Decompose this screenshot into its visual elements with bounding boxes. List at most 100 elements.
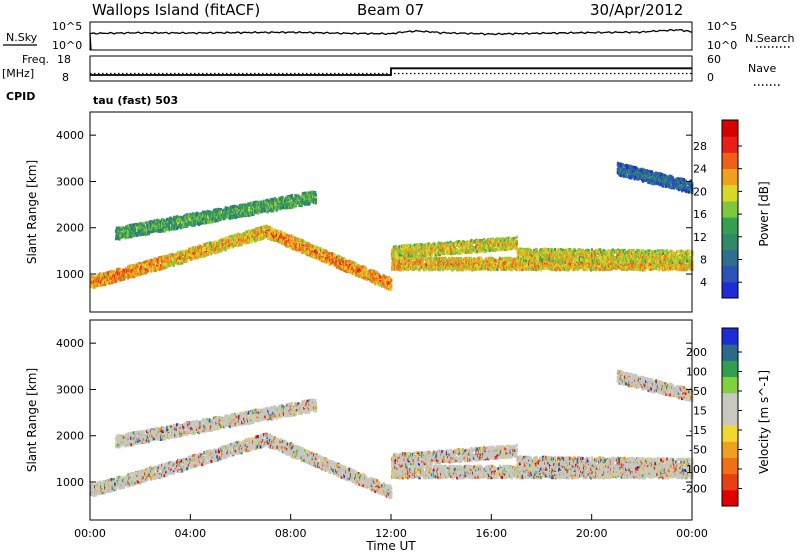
power-cell [421,260,424,264]
power-cell [404,244,407,248]
power-cell [509,237,512,241]
power-cell [508,245,512,249]
power-cell [95,284,98,287]
power-cell [468,245,471,249]
power-cell [246,207,249,210]
power-cell [281,235,284,239]
power-cell [495,241,498,245]
power-cell [260,209,263,213]
power-cell [457,240,461,243]
power-cell [289,196,292,200]
power-cell [142,262,145,266]
power-cell [440,256,443,260]
power-cell [152,262,155,266]
power-cell [314,198,318,202]
power-cell [136,272,139,276]
power-cell [228,235,231,239]
power-cell [279,230,282,234]
power-cell [193,250,196,254]
power-cell [154,224,157,228]
power-cell [171,220,174,224]
power-cell [226,211,229,215]
power-cell [356,269,359,273]
power-cell [227,241,230,245]
power-cell [405,248,408,252]
power-cell [138,226,141,230]
power-cell [447,250,451,253]
power-cell [407,244,410,248]
power-cell [231,210,234,214]
power-cell [441,265,444,269]
power-cell [106,281,109,285]
power-cell [139,229,142,233]
power-cell [300,204,303,208]
power-cell [126,268,129,272]
power-cell [365,267,368,271]
power-cell [104,282,107,286]
power-cell [376,271,379,275]
power-cell [197,249,200,253]
power-cell [314,246,317,250]
power-cell [217,242,221,246]
power-cell [195,254,198,258]
power-cell [197,221,200,225]
power-cell [425,247,428,251]
power-cell [333,253,336,257]
power-cell [224,248,227,252]
power-cell [290,194,293,197]
power-cell [108,281,111,285]
power-cell [459,245,462,249]
power-cell [114,278,117,282]
power-cell [149,220,152,223]
power-cell [142,221,145,225]
power-cell [185,218,188,222]
power-cell [265,203,268,207]
power-cell [361,276,364,280]
power-cell [148,265,151,269]
power-cell [326,258,329,262]
power-cell [283,236,286,240]
power-cell [176,227,179,231]
power-cell [133,233,136,237]
power-cell [164,228,167,232]
power-cell [263,209,267,213]
power-cell [337,263,340,267]
power-cell [383,275,386,279]
power-cell [306,191,309,195]
power-cell [328,252,331,256]
power-cell [424,244,427,247]
power-cell [263,207,267,211]
power-cell [214,219,217,223]
power-cell [207,253,210,257]
power-cell [123,234,126,237]
power-cell [487,238,490,241]
power-cell [299,202,303,206]
power-cell [136,233,139,237]
power-cell [252,212,255,216]
power-cell [502,237,505,241]
power-cell [146,263,149,267]
power-cell [515,242,518,246]
power-cell [297,194,300,198]
power-cell [412,245,415,249]
power-cell [200,212,203,216]
power-cell [271,228,274,232]
cpid-value: tau (fast) 503 [93,94,178,107]
power-cell [135,268,138,272]
power-cell [179,250,182,254]
power-cell [474,250,477,254]
power-cell [304,241,307,245]
power-cell [201,255,204,259]
power-cell [307,241,310,245]
power-cell [268,200,272,204]
power-cell [220,209,223,213]
power-cell [491,244,494,248]
power-cell [207,250,211,254]
power-cell [233,207,236,211]
power-cell [314,193,318,197]
power-cell [191,216,194,220]
power-cell [298,248,301,252]
power-cell [202,246,205,250]
power-cell [209,241,212,245]
power-cell [301,197,304,201]
